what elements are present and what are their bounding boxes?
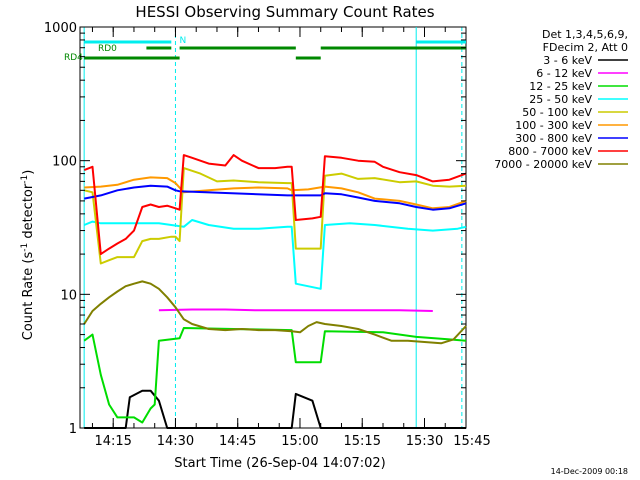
plot-area: RD0 RD4 N 14:15 14:30 14:45 15:00 15:15 15:30 15… bbox=[44, 21, 491, 449]
series-line-6 bbox=[84, 184, 467, 211]
y-axis-ticks: 1 10 100 1000 bbox=[44, 21, 466, 437]
flag-bars: RD0 RD4 N bbox=[64, 36, 466, 63]
series-line-1 bbox=[158, 308, 433, 312]
y-tick-label-1: 10 bbox=[60, 288, 77, 303]
y-axis-label: Count Rate (s-1 detector-1) bbox=[20, 170, 36, 341]
legend-header-line1: Det 1,3,4,5,6,9, bbox=[542, 28, 628, 41]
x-tick-label-3: 15:00 bbox=[281, 434, 318, 449]
x-axis-ticks: 14:15 14:30 14:45 15:00 15:15 15:30 15:45 bbox=[91, 27, 491, 449]
x-tick-label-1: 14:30 bbox=[157, 434, 194, 449]
y-axis-label-part3: ) bbox=[21, 170, 36, 175]
series-line-2 bbox=[83, 327, 467, 424]
flag-label-n: N bbox=[179, 36, 186, 46]
footer-timestamp: 14-Dec-2009 00:18 bbox=[551, 467, 628, 476]
legend-header-line2: FDecim 2, Att 0 bbox=[543, 41, 628, 54]
x-tick-label-2: 14:45 bbox=[219, 434, 256, 449]
y-axis-label-part1: Count Rate (s bbox=[21, 252, 36, 341]
y-tick-label-3: 1000 bbox=[44, 21, 77, 36]
flag-label-rd4: RD4 bbox=[64, 53, 83, 63]
legend: Det 1,3,4,5,6,9, FDecim 2, Att 0 3 - 6 k… bbox=[494, 28, 628, 171]
series-line-8 bbox=[83, 280, 467, 345]
x-tick-label-5: 15:30 bbox=[406, 434, 443, 449]
series-line-5 bbox=[84, 176, 467, 210]
legend-label-5: 100 - 300 keV bbox=[515, 119, 592, 132]
series-lines bbox=[83, 154, 467, 429]
series-line-4 bbox=[83, 167, 467, 265]
legend-label-0: 3 - 6 keV bbox=[543, 54, 592, 67]
y-axis-label-sup2: -1 bbox=[20, 175, 30, 184]
series-line-3 bbox=[83, 219, 467, 290]
legend-label-2: 12 - 25 keV bbox=[529, 80, 592, 93]
vertical-markers bbox=[83, 27, 463, 428]
legend-label-8: 7000 - 20000 keV bbox=[494, 158, 592, 171]
series-line-7 bbox=[83, 154, 467, 256]
legend-label-7: 800 - 7000 keV bbox=[508, 145, 592, 158]
flag-label-rd0: RD0 bbox=[98, 44, 117, 54]
legend-label-1: 6 - 12 keV bbox=[536, 67, 592, 80]
y-axis-label-part2: detector bbox=[21, 183, 36, 243]
legend-label-4: 50 - 100 keV bbox=[522, 106, 592, 119]
x-axis-label: Start Time (26-Sep-04 14:07:02) bbox=[174, 456, 385, 471]
x-tick-label-4: 15:15 bbox=[344, 434, 381, 449]
x-tick-label-6: 15:45 bbox=[453, 434, 490, 449]
y-tick-label-2: 100 bbox=[52, 155, 77, 170]
legend-label-3: 25 - 50 keV bbox=[529, 93, 592, 106]
chart-title: HESSI Observing Summary Count Rates bbox=[135, 3, 434, 21]
y-axis-label-sup1: -1 bbox=[20, 243, 30, 252]
x-tick-label-0: 14:15 bbox=[94, 434, 131, 449]
y-tick-label-0: 1 bbox=[69, 422, 77, 437]
legend-label-6: 300 - 800 keV bbox=[515, 132, 592, 145]
series-line-0 bbox=[84, 389, 466, 429]
